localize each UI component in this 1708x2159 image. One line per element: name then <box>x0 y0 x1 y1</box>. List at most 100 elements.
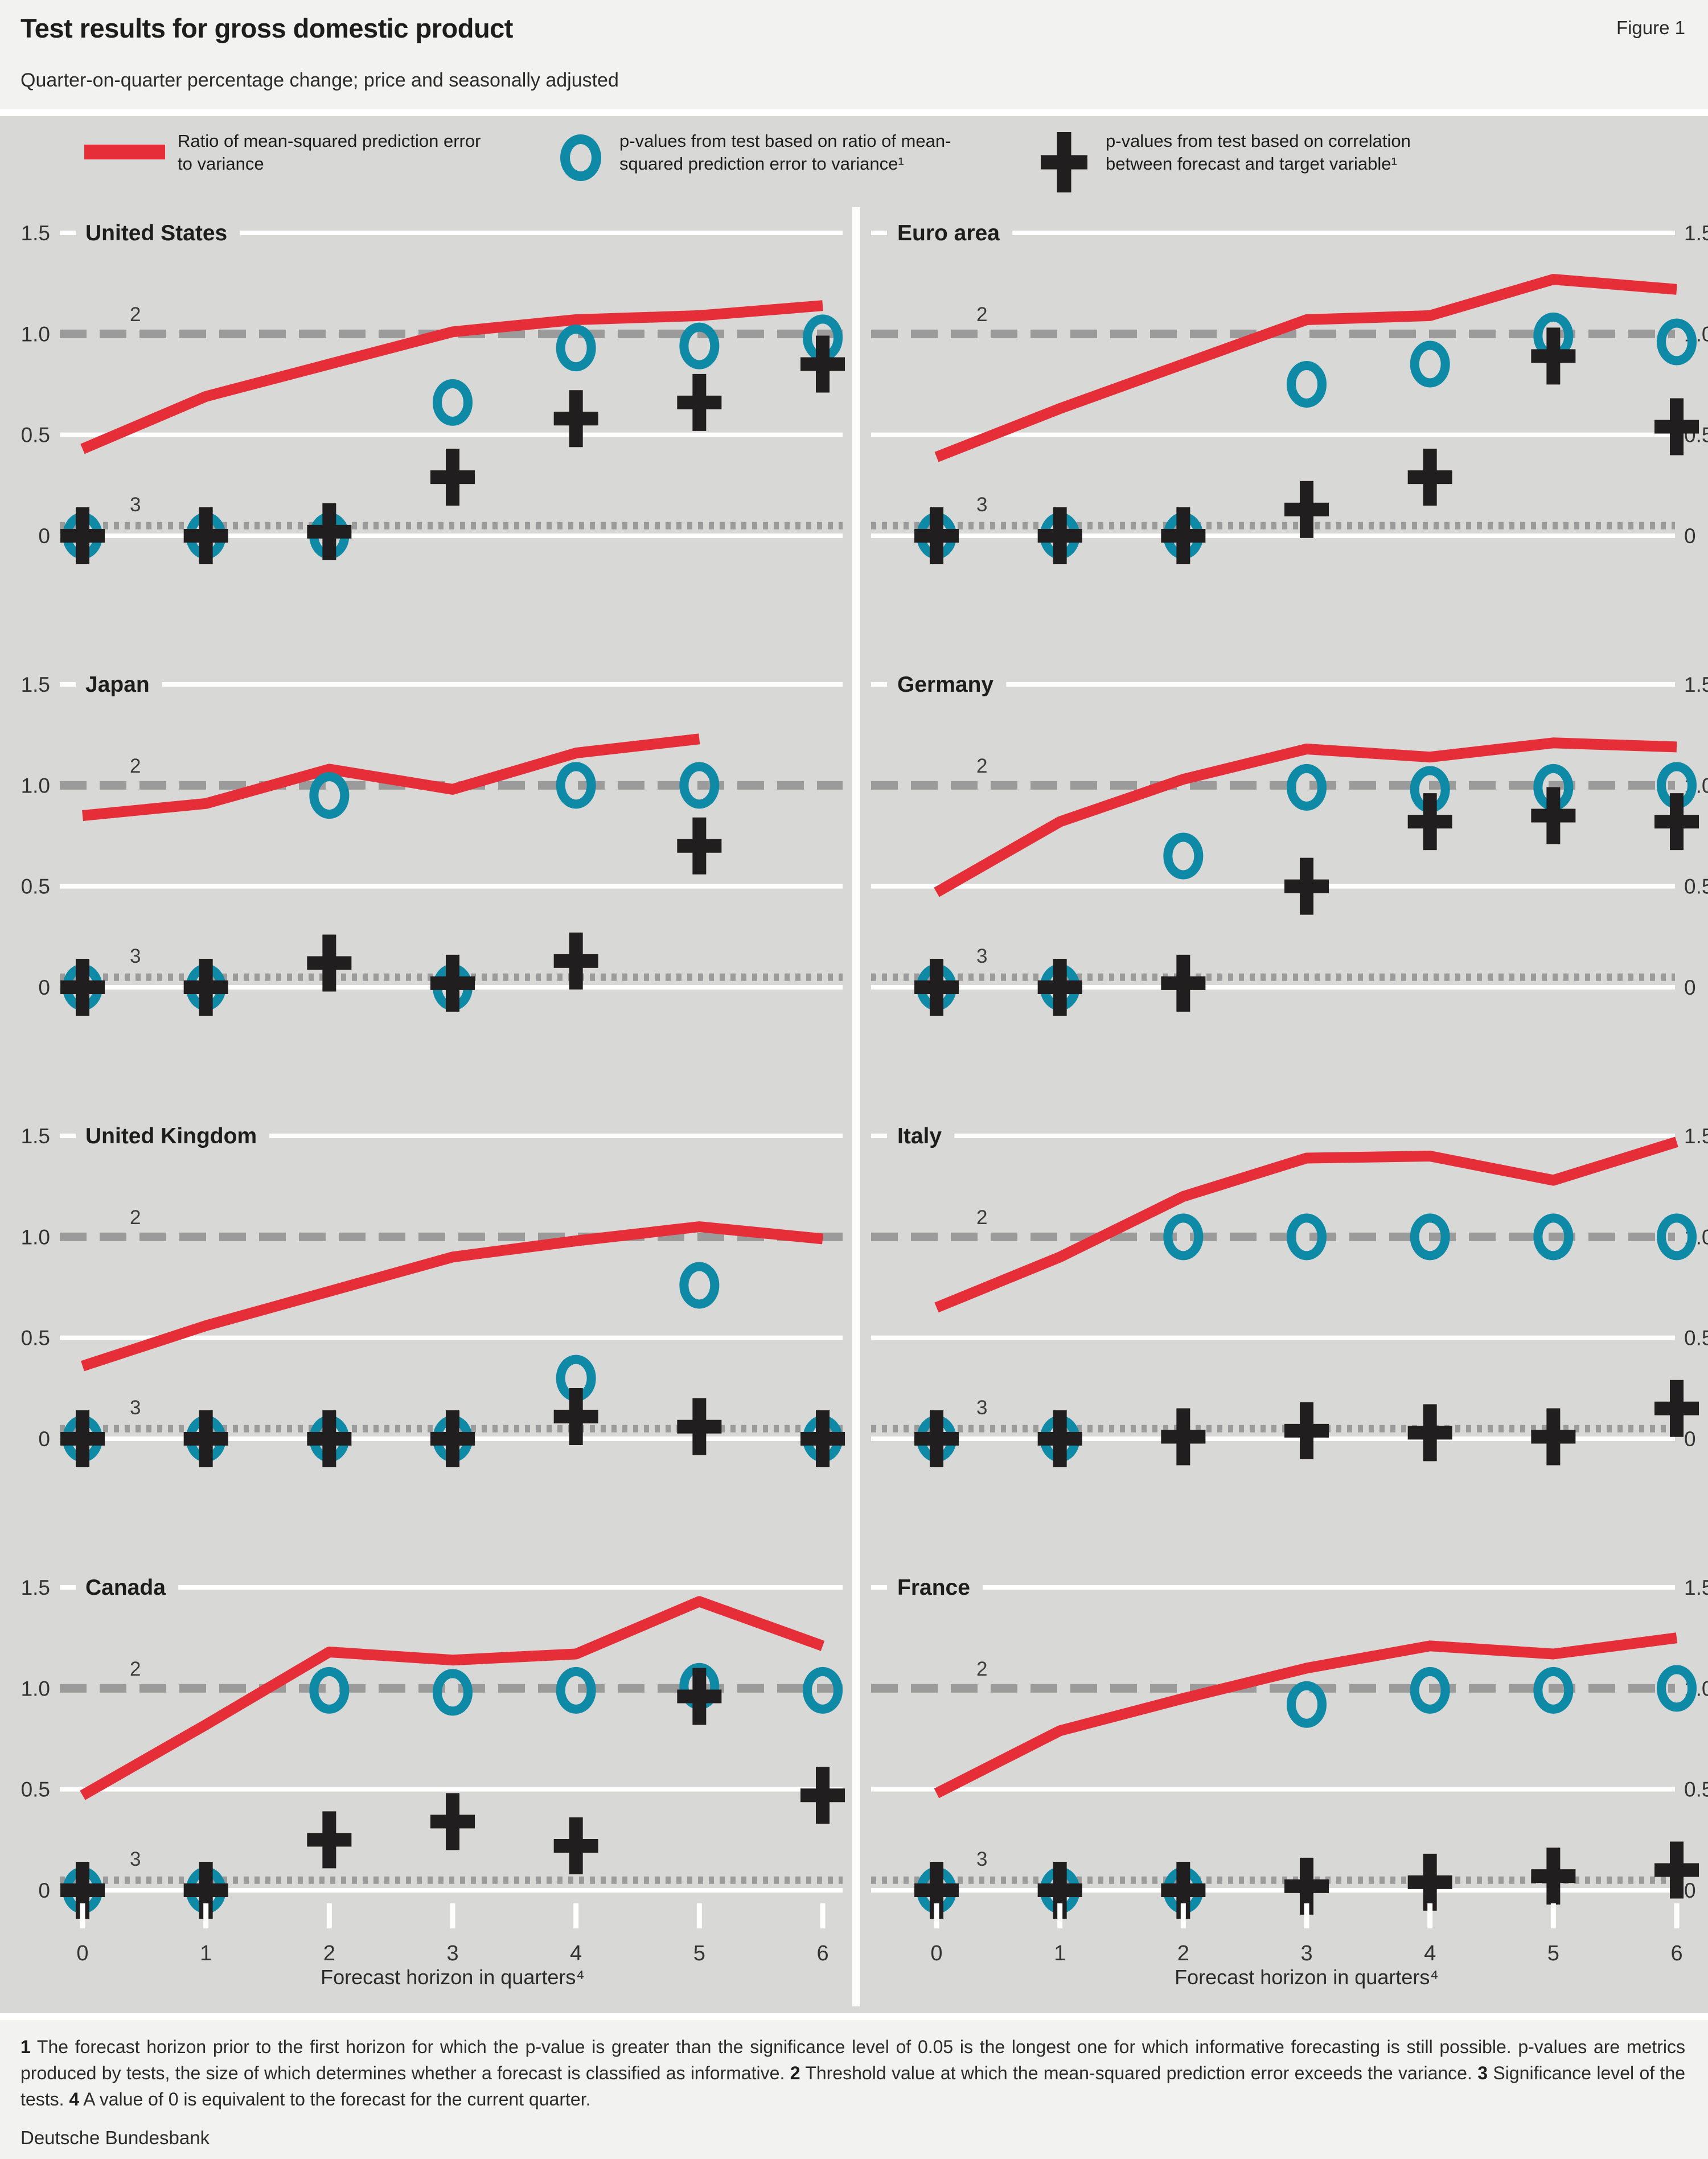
correlation-pvalue-marker <box>553 390 598 448</box>
black-cross-icon <box>1041 132 1087 192</box>
footnote-text: Significance level of the tests. <box>20 2063 1686 2109</box>
x-tick-label: 2 <box>323 1942 335 1965</box>
x-tick-label: 5 <box>693 1942 705 1965</box>
mse-pvalue-marker <box>433 379 473 426</box>
y-tick-label: 1.0 <box>21 1677 50 1700</box>
correlation-pvalue-marker <box>914 959 959 1016</box>
y-tick-label: 1.0 <box>21 1225 50 1249</box>
correlation-pvalue-marker <box>1654 1841 1699 1899</box>
significance-line-label: 3 <box>976 494 987 516</box>
mse-variance-ratio-line <box>82 733 700 821</box>
x-tick-label: 4 <box>570 1942 582 1965</box>
correlation-pvalue-marker <box>430 1793 475 1850</box>
panel-japan: Japan 1.5 1.0 0.5 0 3 2 <box>21 672 843 1016</box>
x-tick-label: 5 <box>1547 1942 1559 1965</box>
correlation-pvalue-marker <box>430 954 475 1012</box>
correlation-pvalue-marker <box>60 507 105 564</box>
footnote-text: A value of 0 is equivalent to the foreca… <box>83 2089 591 2109</box>
correlation-pvalue-marker <box>307 503 352 560</box>
correlation-pvalue-marker <box>60 1410 105 1467</box>
footnote-number: 3 <box>1477 2063 1488 2083</box>
source-label: Deutsche Bundesbank <box>20 2127 210 2148</box>
mse-variance-ratio-line <box>80 300 823 454</box>
y-tick-label: 0.5 <box>21 1778 50 1801</box>
y-tick-label: 0.5 <box>1684 1327 1708 1350</box>
significance-line-label: 3 <box>130 494 141 516</box>
threshold-line-label: 2 <box>976 755 987 777</box>
mse-pvalue-marker <box>1533 1667 1574 1714</box>
threshold-line-label: 2 <box>130 1206 141 1229</box>
threshold-line-label: 2 <box>130 755 141 777</box>
y-tick-label: 0.5 <box>21 1327 50 1350</box>
correlation-pvalue-marker <box>1407 1853 1452 1911</box>
legend-item-mse-pvalue: p-values from test based on ratio of mea… <box>560 130 972 181</box>
panel-title: Japan <box>85 672 150 697</box>
correlation-pvalue-marker <box>914 507 959 564</box>
correlation-pvalue-marker <box>307 1811 352 1869</box>
correlation-pvalue-marker <box>1284 1402 1329 1459</box>
mse-pvalue-marker <box>679 322 720 370</box>
correlation-pvalue-marker <box>677 817 722 875</box>
correlation-pvalue-marker <box>1161 507 1206 564</box>
panel-title: Euro area <box>897 221 1000 245</box>
correlation-pvalue-marker <box>60 959 105 1016</box>
x-tick-label: 0 <box>930 1942 942 1965</box>
correlation-pvalue-marker <box>1161 1408 1206 1466</box>
significance-line-label: 3 <box>976 1397 987 1419</box>
mse-pvalue-marker <box>679 1262 720 1309</box>
x-axis-title: Forecast horizon in quarters⁴ <box>1175 1965 1439 1989</box>
y-tick-label: 1.5 <box>21 673 50 696</box>
mse-pvalue-marker <box>1287 1213 1327 1261</box>
x-tick-label: 3 <box>446 1942 458 1965</box>
y-tick-label: 1.5 <box>1684 1124 1708 1148</box>
significance-line-label: 3 <box>976 1848 987 1870</box>
red-line-icon <box>84 145 165 159</box>
figure-number: Figure 1 <box>1616 17 1685 38</box>
correlation-pvalue-marker <box>677 1668 722 1725</box>
correlation-pvalue-marker <box>553 1388 598 1445</box>
mse-pvalue-marker <box>556 762 596 809</box>
mse-pvalue-marker <box>1410 340 1450 388</box>
y-tick-label: 0 <box>1684 524 1696 548</box>
y-tick-label: 0 <box>38 976 50 999</box>
correlation-pvalue-marker <box>1284 481 1329 538</box>
mse-pvalue-marker <box>1163 1213 1204 1261</box>
y-tick-label: 0.5 <box>21 875 50 898</box>
x-tick-label: 6 <box>816 1942 828 1965</box>
correlation-pvalue-marker <box>430 449 475 506</box>
correlation-pvalue-marker <box>1037 507 1082 564</box>
chart-area: Ratio of mean-squared prediction error t… <box>0 116 1708 2013</box>
mse-variance-ratio-line <box>81 1221 823 1372</box>
legend-label: p-values from test based on ratio of mea… <box>619 131 951 174</box>
significance-line-label: 3 <box>130 945 141 967</box>
y-tick-label: 1.0 <box>21 322 50 346</box>
correlation-pvalue-marker <box>914 1410 959 1467</box>
x-tick-label: 4 <box>1424 1942 1436 1965</box>
panel-title: United Kingdom <box>85 1124 257 1148</box>
legend-label: Ratio of mean-squared prediction error t… <box>178 131 481 174</box>
y-tick-label: 1.0 <box>21 774 50 797</box>
y-tick-label: 0.5 <box>1684 1778 1708 1801</box>
correlation-pvalue-marker <box>1037 959 1082 1016</box>
correlation-pvalue-marker <box>1531 1848 1576 1905</box>
y-tick-label: 1.5 <box>1684 221 1708 245</box>
correlation-pvalue-marker <box>183 959 228 1016</box>
x-tick-label: 1 <box>1054 1942 1066 1965</box>
column-divider <box>852 207 860 2006</box>
x-tick-label: 2 <box>1177 1942 1189 1965</box>
panel-title: United States <box>85 221 227 245</box>
footnote-text: Threshold value at which the mean-square… <box>805 2063 1478 2083</box>
mse-pvalue-marker <box>803 1667 843 1714</box>
mse-pvalue-marker <box>1287 360 1327 408</box>
y-tick-label: 1.5 <box>21 1576 50 1599</box>
mse-variance-ratio-line <box>934 1136 1678 1313</box>
significance-line-label: 3 <box>130 1848 141 1870</box>
mse-pvalue-marker <box>1657 1213 1697 1261</box>
y-tick-label: 1.5 <box>21 221 50 245</box>
y-tick-label: 0 <box>1684 1427 1696 1451</box>
panel-united-states: United States 1.5 1.0 0.5 0 3 2 <box>21 221 845 564</box>
threshold-line-label: 2 <box>976 1206 987 1229</box>
